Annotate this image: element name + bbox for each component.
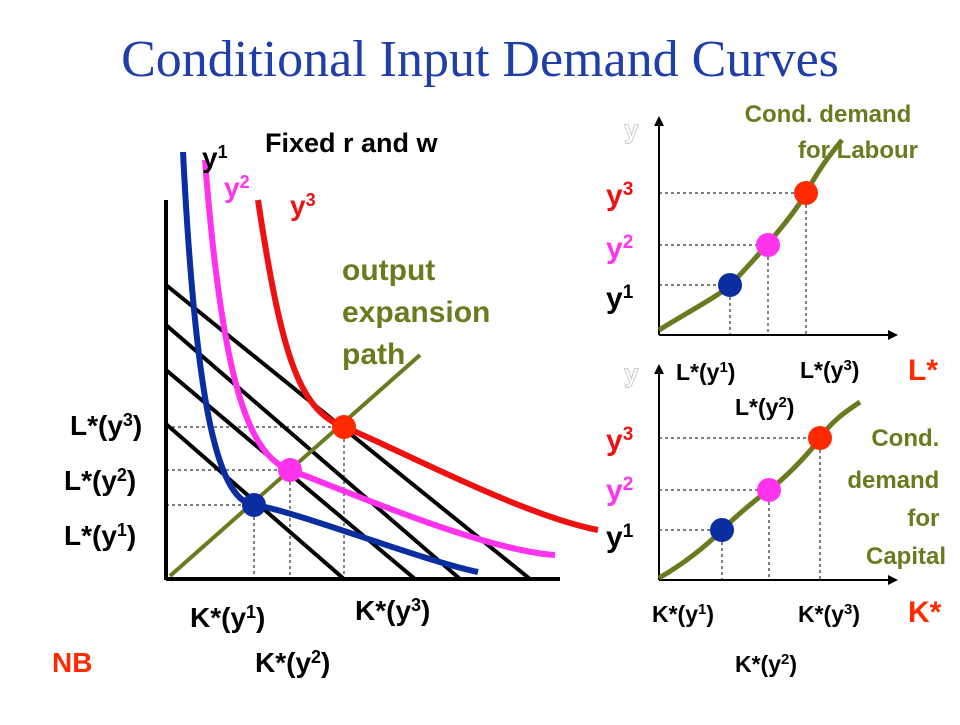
bottom-right-y-label-y3: y3	[606, 424, 633, 457]
bottom-right-x-label-K2: K*(y2)	[735, 651, 797, 677]
top-right-x-arrow	[888, 330, 898, 340]
top-right-y-axis-label: y	[624, 114, 639, 144]
top-right-y-label-y3: y3	[606, 179, 633, 212]
bottom-right-x-label-K1: K*(y1)	[652, 601, 714, 627]
bottom-right-panel: y Cond. demand for Capital	[606, 358, 946, 678]
expansion-path-label: output expansion path	[342, 254, 499, 371]
isoquant-label-y1: y1	[202, 142, 228, 173]
top-right-y-label-y2: y2	[606, 232, 633, 265]
labour-demand-curve	[657, 138, 844, 333]
bottom-right-x-axis-label: K*	[908, 596, 942, 629]
top-right-x-label-L1: L*(y1)	[676, 359, 735, 385]
capital-caption: Cond. demand for Capital	[847, 425, 946, 570]
tangency-point-y3	[332, 415, 356, 439]
left-panel: y1 y2 y3 Fixed r and w output expansion …	[52, 128, 599, 678]
left-y-label-L3: L*(y3)	[70, 410, 142, 441]
left-x-label-K3: K*(y3)	[355, 595, 430, 626]
capital-point-y1	[710, 518, 734, 542]
left-x-label-K2: K*(y2)	[255, 647, 330, 678]
bottom-right-x-arrow	[888, 575, 898, 585]
left-x-label-K1: K*(y1)	[190, 602, 265, 633]
tangency-point-y2	[278, 458, 302, 482]
tangency-point-y1	[242, 493, 266, 517]
bottom-right-y-arrow	[654, 364, 664, 374]
isoquant-y3	[255, 199, 599, 533]
top-right-x-label-L2: L*(y2)	[735, 394, 794, 420]
top-right-x-label-L3: L*(y3)	[800, 357, 859, 383]
top-right-y-label-y1: y1	[606, 282, 634, 315]
top-right-y-arrow	[654, 116, 664, 126]
capital-point-y2	[757, 478, 781, 502]
left-y-label-L2: L*(y2)	[64, 465, 136, 496]
bottom-right-x-label-K3: K*(y3)	[798, 601, 860, 627]
top-right-x-axis-label: L*	[908, 354, 938, 387]
top-right-panel: y Cond. demand for Labour y3	[606, 101, 938, 420]
labour-point-y3	[794, 181, 818, 205]
nb-note: NB	[52, 647, 92, 678]
labour-caption: Cond. demand for Labour	[745, 101, 918, 164]
left-y-label-L1: L*(y1)	[64, 520, 136, 551]
labour-point-y1	[718, 273, 742, 297]
isoquant-label-y2: y2	[224, 172, 250, 203]
bottom-right-y-label-y2: y2	[606, 474, 633, 507]
isoquant-label-y3: y3	[290, 190, 316, 221]
bottom-right-y-label-y1: y1	[606, 521, 634, 554]
capital-point-y3	[808, 426, 832, 450]
bottom-right-y-axis-label: y	[624, 358, 639, 388]
fixed-prices-label: Fixed r and w	[265, 128, 439, 158]
labour-point-y2	[756, 233, 780, 257]
slide-title: Conditional Input Demand Curves	[121, 31, 839, 88]
